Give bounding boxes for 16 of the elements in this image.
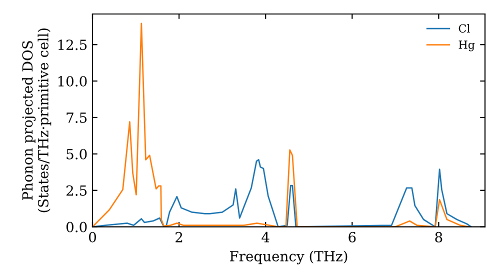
x-tick-label: 6 [348,232,356,242]
y-tick-label: 0.0 [66,222,87,232]
x-tick-label: 0 [88,232,96,242]
x-axis-title: Frequency (THz) [230,250,348,264]
y-tick-label: 2.5 [66,185,87,196]
y-tick-label: 5.0 [66,148,87,160]
legend-label: Cl [458,24,470,33]
x-tick-label: 4 [262,232,270,242]
y-axis-title: Phonon projected DOS (States/THz·primitive cell) [22,28,52,212]
x-tick-label: 8 [435,232,442,242]
y-tick-label: 10.0 [58,76,87,87]
y-tick-label: 7.5 [66,112,87,123]
legend-label: Hg [458,40,475,52]
line-series [92,159,472,227]
y-tick-label: 12.5 [58,40,87,50]
x-tick-label: 2 [176,232,182,242]
